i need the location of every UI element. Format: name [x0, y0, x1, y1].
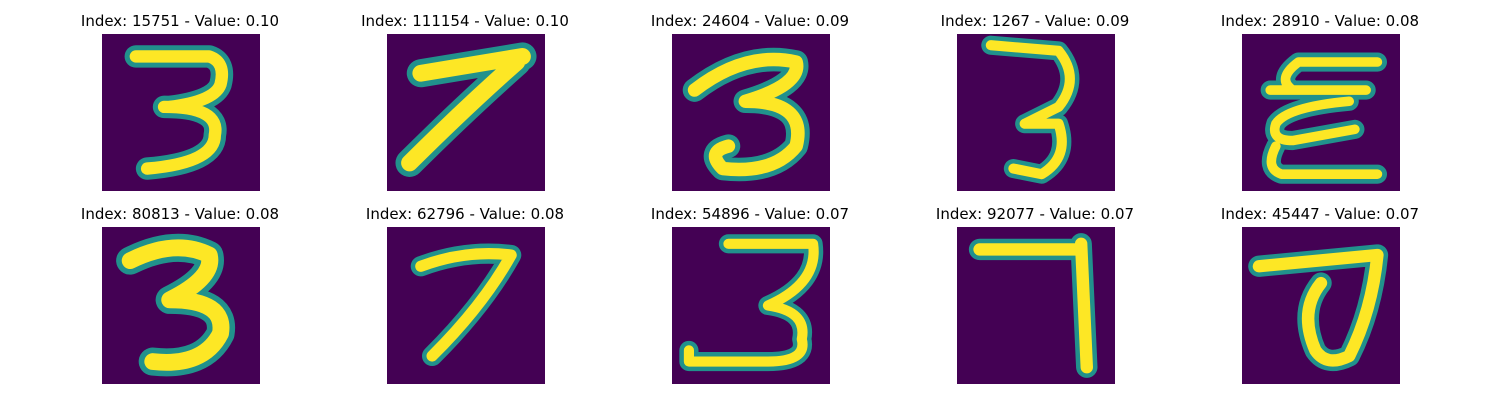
digit-3-image [672, 227, 830, 384]
digit-stroke [973, 237, 1093, 374]
digit-3-image [672, 34, 830, 191]
panel-title: Index: 28910 - Value: 0.08 [1220, 12, 1420, 30]
digit-stroke [1265, 57, 1383, 179]
panel-title: Index: 92077 - Value: 0.07 [935, 205, 1135, 223]
panel-2: Index: 111154 - Value: 0.10 [330, 10, 600, 195]
panel-title: Index: 24604 - Value: 0.09 [650, 12, 850, 30]
panel-4: Index: 1267 - Value: 0.09 [900, 10, 1170, 195]
panel-title: Index: 62796 - Value: 0.08 [365, 205, 565, 223]
digit-stroke [121, 239, 230, 371]
panel-title: Index: 111154 - Value: 0.10 [361, 12, 569, 30]
panel-9: Index: 92077 - Value: 0.07 [900, 203, 1170, 388]
digit-7-image [387, 34, 545, 191]
digit-3-image [102, 34, 260, 191]
digit-3-image [102, 227, 260, 384]
panel-1: Index: 15751 - Value: 0.10 [45, 10, 315, 195]
digit-3-image [1242, 34, 1400, 191]
panel-title: Index: 15751 - Value: 0.10 [80, 12, 280, 30]
digit-3-image [957, 34, 1115, 191]
panel-title: Index: 1267 - Value: 0.09 [940, 12, 1130, 30]
panel-3: Index: 24604 - Value: 0.09 [615, 10, 885, 195]
panel-title: Index: 80813 - Value: 0.08 [80, 205, 280, 223]
digit-7-image [387, 227, 545, 384]
digit-7-image [1242, 227, 1400, 384]
panel-title: Index: 54896 - Value: 0.07 [650, 205, 850, 223]
panel-5: Index: 28910 - Value: 0.08 [1185, 10, 1455, 195]
digit-stroke [683, 238, 819, 367]
panel-6: Index: 80813 - Value: 0.08 [45, 203, 315, 388]
digit-stroke [687, 52, 805, 177]
panel-title: Index: 45447 - Value: 0.07 [1220, 205, 1420, 223]
digit-stroke [129, 50, 229, 175]
panel-8: Index: 54896 - Value: 0.07 [615, 203, 885, 388]
panel-10: Index: 45447 - Value: 0.07 [1185, 203, 1455, 388]
digit-7-image [957, 227, 1115, 384]
digit-stroke [401, 48, 531, 172]
digit-stroke [985, 40, 1075, 180]
digit-stroke [415, 248, 517, 362]
digit-stroke [1252, 248, 1384, 367]
panel-7: Index: 62796 - Value: 0.08 [330, 203, 600, 388]
